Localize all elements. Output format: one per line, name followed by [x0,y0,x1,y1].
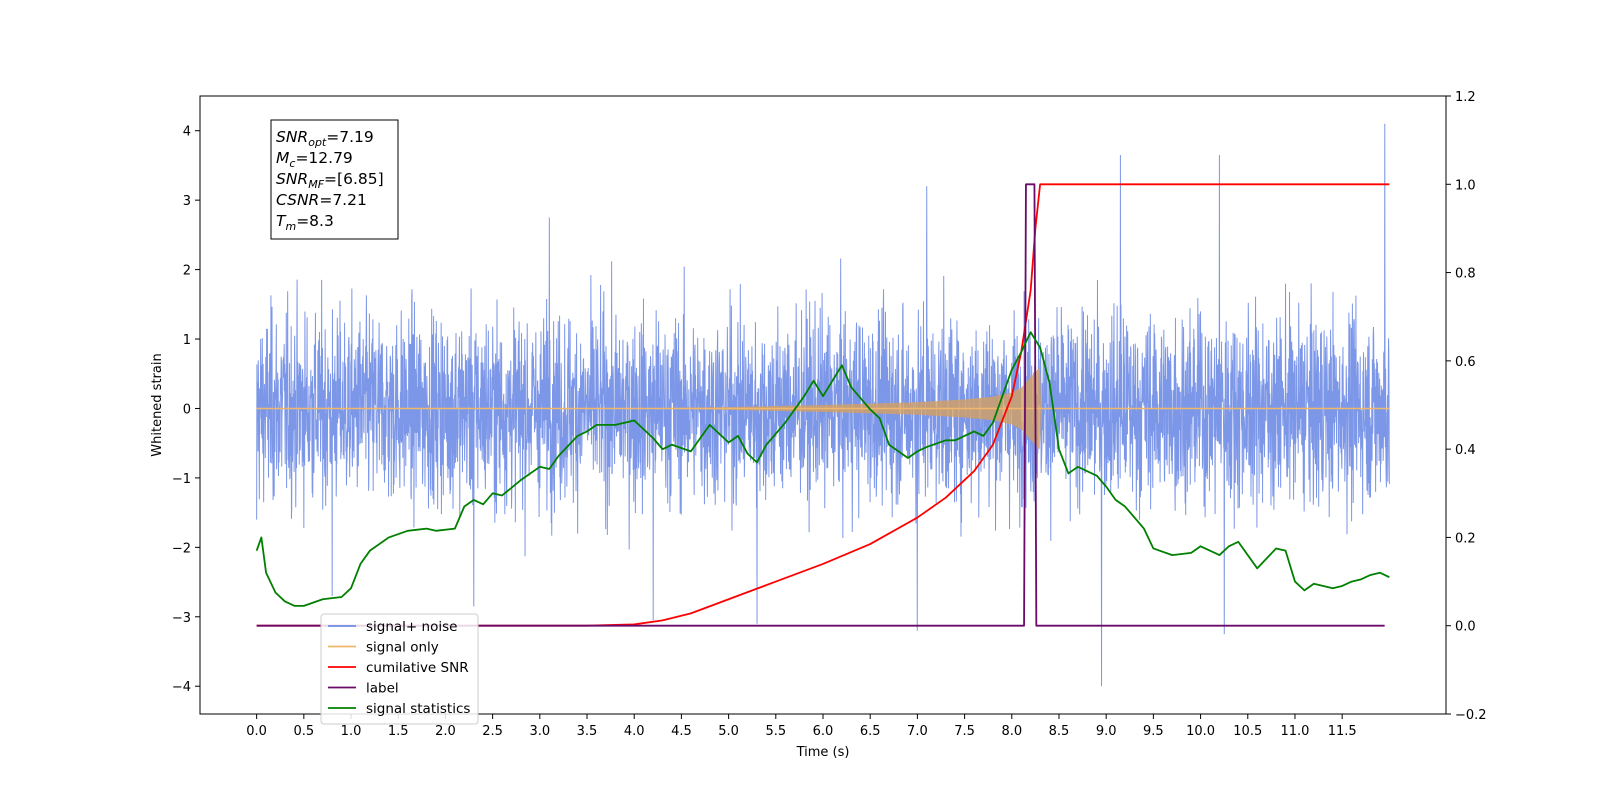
y-tick-label: 3 [183,194,191,209]
legend-item: signal+ noise [328,619,457,635]
series-cumulative-snr [256,183,1390,627]
y2-tick-label: 0.8 [1455,267,1476,282]
y2-tick-label: 0.4 [1455,443,1476,458]
x-axis-label: Time (s) [796,745,850,760]
stats-line: Mc=12.79 [276,149,353,170]
series-label [256,183,1385,627]
legend: signal+ noise signal only cumilative SNR la… [320,613,479,725]
y2-tick-label: 0.2 [1455,531,1476,546]
legend-item: signal statistics [328,701,470,717]
y-axis-left: 4 3 2 1 0 −1 −2 −3 −4 [172,125,200,695]
legend-label: label [366,681,399,697]
legend-label: signal only [366,640,439,656]
x-tick-label: 5.5 [765,724,786,739]
legend-label: signal statistics [366,701,470,717]
x-tick-label: 11.0 [1280,724,1309,739]
x-tick-label: 8.5 [1049,724,1070,739]
y2-tick-label: 0.6 [1455,355,1476,370]
x-axis: 0.0 0.5 1.0 1.5 2.0 2.5 3.0 3.5 4.0 4.5 5.0 5.5 6.0 6… [246,714,1357,739]
plot-area [255,123,1390,687]
y2-tick-label: 0.0 [1455,620,1476,635]
legend-label: signal+ noise [366,619,457,635]
legend-frame [320,613,479,725]
x-tick-label: 11.5 [1328,724,1357,739]
x-tick-label: 9.5 [1143,724,1164,739]
x-tick-label: 8.0 [1001,724,1022,739]
x-tick-label: 4.5 [671,724,692,739]
stats-line: SNRMF=[6.85] [276,170,384,191]
y-tick-label: 1 [183,333,191,348]
series-signal-statistics [255,331,1390,607]
stats-line: Tm=8.3 [276,212,334,233]
x-tick-label: 2.5 [482,724,503,739]
x-tick-label: 0.0 [246,724,267,739]
y-tick-label: 0 [183,402,191,417]
x-tick-label: 0.5 [293,724,314,739]
x-tick-label: 1.5 [388,724,409,739]
x-tick-label: 1.0 [341,724,362,739]
y-tick-label: −2 [172,541,191,556]
y-tick-label: −4 [172,680,191,695]
y2-tick-label: 1.2 [1455,90,1476,105]
y2-tick-label: 1.0 [1455,178,1476,193]
x-tick-label: 2.0 [435,724,456,739]
legend-label: cumilative SNR [366,660,469,676]
stats-annotation-box: SNRopt=7.19Mc=12.79SNRMF=[6.85]CSNR=7.21… [270,119,399,240]
y-tick-label: 4 [183,125,191,140]
x-tick-label: 10.5 [1233,724,1262,739]
x-tick-label: 3.5 [577,724,598,739]
x-tick-label: 7.0 [907,724,928,739]
stats-box-frame [270,119,399,240]
y2-tick-label: −0.2 [1455,708,1487,723]
x-tick-label: 4.0 [624,724,645,739]
legend-item: signal only [328,640,439,656]
stats-line: CSNR=7.21 [276,191,367,209]
x-tick-label: 7.5 [954,724,975,739]
legend-item: cumilative SNR [328,660,469,676]
x-tick-label: 10.0 [1186,724,1215,739]
x-tick-label: 6.0 [813,724,834,739]
y-tick-label: 2 [183,264,191,279]
y-axis-right: 1.2 1.0 0.8 0.6 0.4 0.2 0.0 −0.2 [1446,90,1487,723]
x-tick-label: 5.0 [718,724,739,739]
x-tick-label: 6.5 [860,724,881,739]
series-signal-noise [256,123,1390,687]
x-tick-label: 3.0 [529,724,550,739]
x-tick-label: 9.0 [1096,724,1117,739]
legend-item: label [328,681,399,697]
y-tick-label: −3 [172,611,191,626]
y-tick-label: −1 [172,472,191,487]
y-axis-label: Whitened strain [150,353,165,456]
stats-line: SNRopt=7.19 [276,128,374,149]
